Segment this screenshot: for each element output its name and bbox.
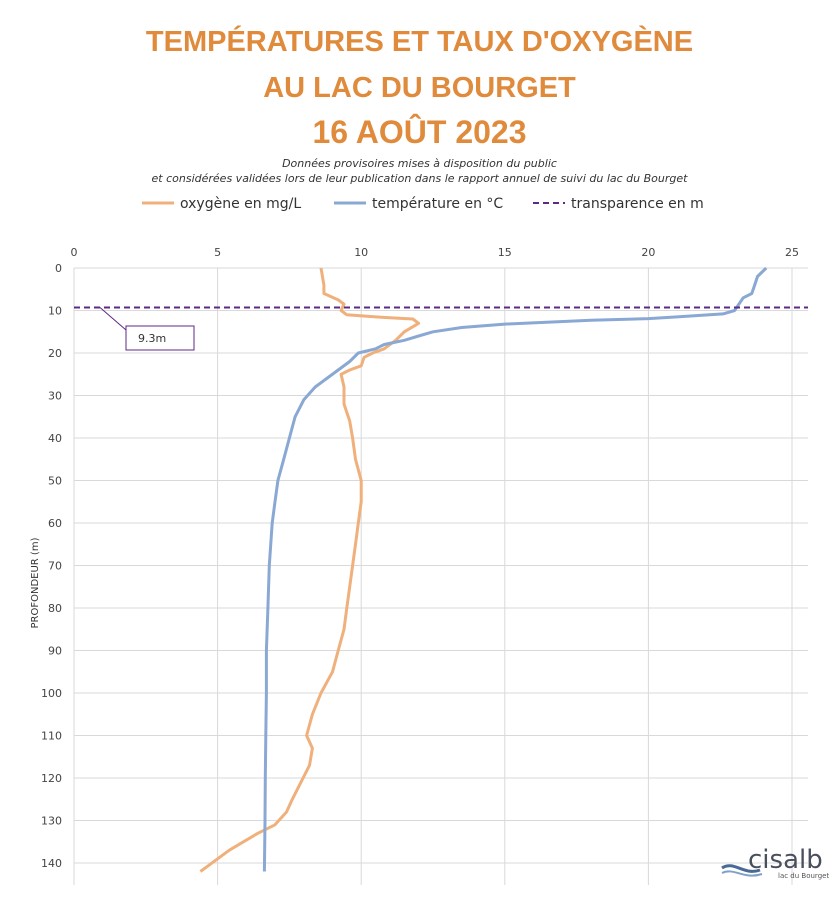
chart-series: 9.3m <box>74 266 808 873</box>
y-tick-label: 100 <box>41 687 62 700</box>
y-tick-label: 70 <box>48 560 62 573</box>
chart-title-date: 16 AOÛT 2023 <box>312 114 527 150</box>
transparency-label-box <box>125 325 195 351</box>
y-tick-label: 90 <box>48 645 62 658</box>
y-tick-label: 60 <box>48 517 62 530</box>
y-tick-label: 10 <box>48 305 62 318</box>
chart-legend: oxygène en mg/L température en °C transpar… <box>142 196 704 212</box>
chart-title-line2: AU LAC DU BOURGET <box>263 72 576 104</box>
legend-label-1: température en °C <box>372 196 503 212</box>
y-tick-label: 40 <box>48 432 62 445</box>
y-tick-label: 0 <box>55 262 62 275</box>
y-tick-label: 120 <box>41 772 62 785</box>
y-tick-label: 20 <box>48 347 62 360</box>
y-axis-label: PROFONDEUR (m) <box>30 537 41 628</box>
chart-grid <box>73 267 808 885</box>
x-tick-label: 5 <box>214 246 221 259</box>
logo-tagline: lac du Bourget <box>778 872 829 880</box>
x-tick-label: 15 <box>498 246 512 259</box>
transparency-leader-line <box>99 307 127 331</box>
y-tick-label: 80 <box>48 602 62 615</box>
legend-label-2: transparence en m <box>571 196 704 212</box>
temperature-series-line <box>262 266 768 872</box>
logo-text: cisalb <box>748 845 823 875</box>
y-tick-label: 50 <box>48 475 62 488</box>
transparency-label: 9.3m <box>138 332 166 345</box>
x-tick-label: 10 <box>354 246 368 259</box>
y-tick-label: 130 <box>41 815 62 828</box>
x-tick-label: 25 <box>785 246 799 259</box>
y-tick-label: 30 <box>48 390 62 403</box>
subtitle-line1: Données provisoires mises à disposition … <box>282 157 557 170</box>
x-tick-label: 0 <box>71 246 78 259</box>
cisalb-logo: cisalb lac du Bourget <box>721 845 829 880</box>
y-tick-label: 140 <box>41 857 62 870</box>
subtitle-line2: et considérées validées lors de leur pub… <box>151 172 688 185</box>
x-axis-ticks: 0 5 10 15 20 25 <box>71 246 800 259</box>
oxygen-series-line <box>199 267 421 873</box>
x-tick-label: 20 <box>641 246 655 259</box>
legend-label-0: oxygène en mg/L <box>180 196 301 212</box>
chart-title-line1: TEMPÉRATURES ET TAUX D'OXYGÈNE <box>145 26 694 58</box>
y-axis-ticks: 0 10 20 30 40 50 60 70 80 90 100 110 120 130 140 <box>41 262 62 870</box>
y-tick-label: 110 <box>41 730 62 743</box>
